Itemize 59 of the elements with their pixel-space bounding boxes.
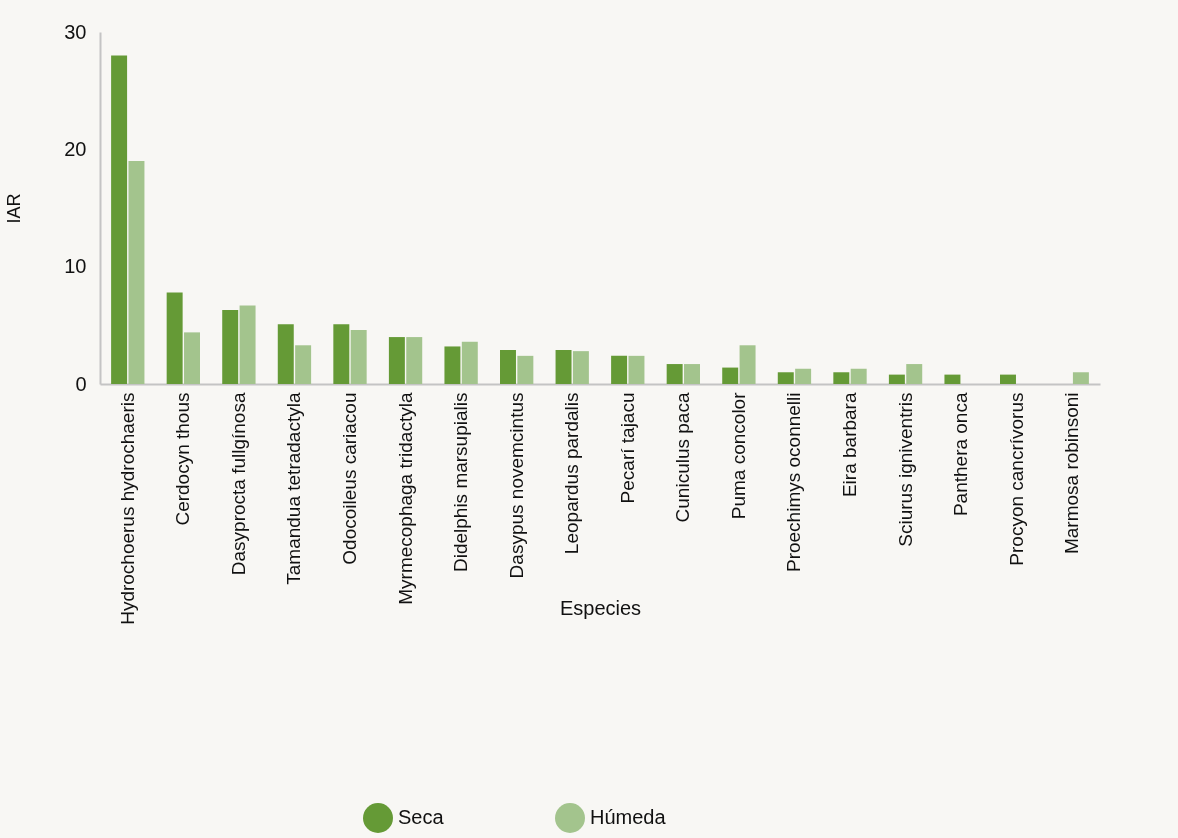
bar <box>1072 372 1089 384</box>
x-tick-label: Panthera onca <box>950 392 972 517</box>
bar <box>406 337 423 384</box>
bar <box>333 324 350 384</box>
bar <box>555 349 572 384</box>
x-tick-label: Dasypus novemcintus <box>505 392 527 579</box>
bar <box>1000 374 1016 384</box>
bar <box>722 367 739 384</box>
y-tick-label: 10 <box>64 255 87 278</box>
y-tick-label: 30 <box>64 20 87 43</box>
x-tick-label: Pecarí tajacu <box>616 392 638 504</box>
legend-label: Seca <box>398 806 445 828</box>
bar <box>222 310 239 384</box>
bar <box>295 345 312 384</box>
x-tick-label: Tamandua tetradactyla <box>283 392 305 585</box>
bar <box>461 341 478 384</box>
bar <box>517 355 534 384</box>
bar <box>500 349 516 384</box>
legend-label: Húmeda <box>590 806 667 828</box>
x-tick-label: Cuniculus paca <box>672 392 694 523</box>
bar <box>128 161 145 384</box>
x-tick-label: Proechimys oconnelli <box>783 392 805 573</box>
bar <box>572 351 589 384</box>
x-tick-label: Leopardus pardalis <box>561 392 583 555</box>
bar <box>906 364 923 384</box>
bar <box>111 55 128 384</box>
bar <box>833 372 850 384</box>
x-tick-label: Didelphis marsupialis <box>450 392 472 573</box>
bar <box>184 332 200 384</box>
x-tick-label: Dasyprocta fullgínosa <box>227 392 249 576</box>
x-tick-label: Eira barbara <box>839 392 860 498</box>
bar <box>684 364 700 384</box>
bar <box>277 324 294 384</box>
bar <box>739 345 756 384</box>
bar <box>777 372 794 384</box>
x-tick-label: Hydrochoerus hydrochaeris <box>116 392 138 625</box>
y-tick-label: 0 <box>75 372 87 395</box>
x-tick-label: Puma concolor <box>727 391 749 520</box>
x-axis-title: Especies <box>559 596 642 619</box>
bar <box>166 292 183 384</box>
bar <box>628 355 645 384</box>
bar <box>239 305 256 384</box>
bar <box>444 346 461 384</box>
bar <box>850 368 867 384</box>
bar <box>666 364 683 384</box>
bar <box>888 374 905 384</box>
x-tick-label: Procyon cancrívorus <box>1005 392 1027 566</box>
bar <box>350 330 367 384</box>
x-tick-label: Cerdocyn thous <box>172 392 194 526</box>
x-tick-label: Myrmecophaga tridactyla <box>394 392 416 605</box>
bar <box>388 337 405 384</box>
x-tick-label: Marmosa robinsoni <box>1061 392 1083 555</box>
y-tick-label: 20 <box>64 137 87 160</box>
y-axis-title: IAR <box>4 193 25 224</box>
bar <box>795 368 812 384</box>
bar <box>611 355 628 384</box>
bar <box>944 374 961 384</box>
x-tick-label: Odocoileus cariacou <box>339 392 360 565</box>
x-tick-label: Sciurus igniventris <box>894 392 916 547</box>
